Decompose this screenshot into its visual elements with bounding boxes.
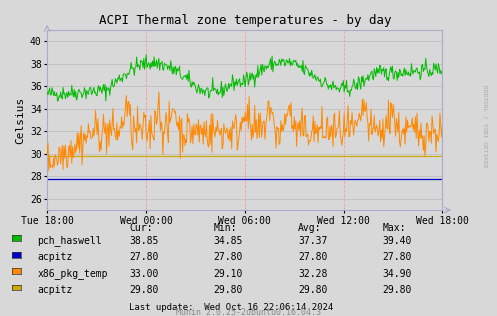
Text: RRDTOOL / TOBI OETIKER: RRDTOOL / TOBI OETIKER	[482, 85, 487, 168]
Text: 37.37: 37.37	[298, 236, 328, 246]
Text: Last update:  Wed Oct 16 22:06:14 2024: Last update: Wed Oct 16 22:06:14 2024	[129, 303, 333, 312]
Text: Max:: Max:	[383, 223, 406, 233]
Text: x86_pkg_temp: x86_pkg_temp	[37, 268, 108, 279]
Text: acpitz: acpitz	[37, 252, 73, 262]
Text: 32.28: 32.28	[298, 269, 328, 279]
Text: Munin 2.0.25-2ubuntu0.16.04.3: Munin 2.0.25-2ubuntu0.16.04.3	[176, 308, 321, 316]
Text: pch_haswell: pch_haswell	[37, 235, 102, 246]
Text: 29.80: 29.80	[129, 285, 159, 295]
Text: 29.10: 29.10	[214, 269, 243, 279]
Text: 27.80: 27.80	[129, 252, 159, 262]
Text: 33.00: 33.00	[129, 269, 159, 279]
Text: 29.80: 29.80	[298, 285, 328, 295]
Text: Min:: Min:	[214, 223, 237, 233]
Text: 34.90: 34.90	[383, 269, 412, 279]
Text: 27.80: 27.80	[298, 252, 328, 262]
Text: 29.80: 29.80	[214, 285, 243, 295]
Y-axis label: Celsius: Celsius	[16, 96, 26, 144]
Text: acpitz: acpitz	[37, 285, 73, 295]
Text: 27.80: 27.80	[214, 252, 243, 262]
Title: ACPI Thermal zone temperatures - by day: ACPI Thermal zone temperatures - by day	[98, 15, 391, 27]
Text: 39.40: 39.40	[383, 236, 412, 246]
Text: 27.80: 27.80	[383, 252, 412, 262]
Text: 34.85: 34.85	[214, 236, 243, 246]
Text: 29.80: 29.80	[383, 285, 412, 295]
Text: 38.85: 38.85	[129, 236, 159, 246]
Text: Avg:: Avg:	[298, 223, 322, 233]
Text: Cur:: Cur:	[129, 223, 153, 233]
